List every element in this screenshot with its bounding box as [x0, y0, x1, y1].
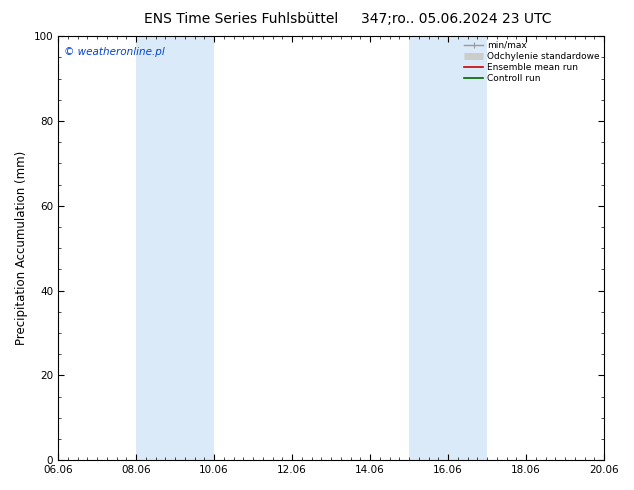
Bar — [136, 36, 214, 460]
Text: ENS Time Series Fuhlsbüttel: ENS Time Series Fuhlsbüttel — [144, 12, 338, 26]
Bar — [409, 36, 487, 460]
Y-axis label: Precipitation Accumulation (mm): Precipitation Accumulation (mm) — [15, 151, 28, 345]
Legend: min/max, Odchylenie standardowe, Ensemble mean run, Controll run: min/max, Odchylenie standardowe, Ensembl… — [462, 39, 602, 85]
Text: 347;ro.. 05.06.2024 23 UTC: 347;ro.. 05.06.2024 23 UTC — [361, 12, 552, 26]
Text: © weatheronline.pl: © weatheronline.pl — [63, 47, 164, 57]
